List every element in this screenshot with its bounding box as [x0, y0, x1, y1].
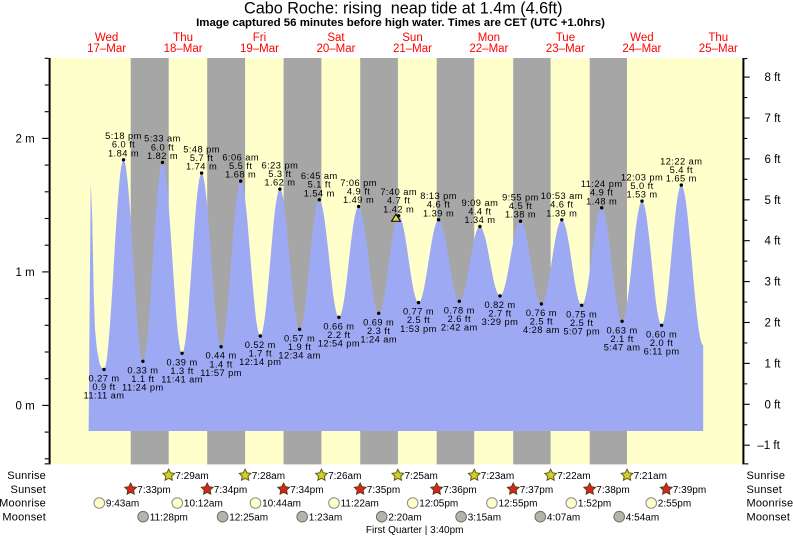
svg-text:2:42 am: 2:42 am — [441, 323, 478, 333]
svg-text:18–Mar: 18–Mar — [164, 43, 203, 55]
svg-text:7:34pm: 7:34pm — [290, 485, 323, 496]
svg-text:1:52pm: 1:52pm — [578, 499, 611, 510]
svg-text:10:12am: 10:12am — [184, 499, 223, 510]
svg-text:12:34 am: 12:34 am — [278, 351, 320, 361]
svg-text:7:26am: 7:26am — [328, 471, 361, 482]
svg-text:12:54 pm: 12:54 pm — [318, 339, 360, 349]
svg-text:1 ft: 1 ft — [765, 358, 782, 370]
svg-text:4:54am: 4:54am — [626, 512, 659, 523]
svg-text:7:28am: 7:28am — [252, 471, 285, 482]
svg-text:–1 ft: –1 ft — [757, 440, 780, 452]
svg-text:0 m: 0 m — [16, 400, 35, 412]
svg-text:Moonrise: Moonrise — [0, 498, 46, 510]
svg-text:12:14 pm: 12:14 pm — [239, 357, 281, 367]
svg-text:4 ft: 4 ft — [765, 236, 782, 248]
svg-text:1.38 m: 1.38 m — [505, 210, 536, 220]
svg-text:2 ft: 2 ft — [765, 318, 782, 330]
svg-text:2:20am: 2:20am — [388, 512, 421, 523]
svg-text:9:43am: 9:43am — [106, 499, 139, 510]
svg-text:7:33pm: 7:33pm — [137, 485, 170, 496]
svg-text:1.68 m: 1.68 m — [225, 170, 256, 180]
svg-text:Moonset: Moonset — [747, 511, 791, 523]
svg-text:5:47 am: 5:47 am — [604, 343, 641, 353]
svg-text:1.39 m: 1.39 m — [423, 208, 454, 218]
svg-text:1.39 m: 1.39 m — [546, 208, 577, 218]
svg-text:3:15am: 3:15am — [468, 512, 501, 523]
svg-text:17–Mar: 17–Mar — [87, 43, 126, 55]
svg-text:7:25am: 7:25am — [405, 471, 438, 482]
svg-text:Sunset: Sunset — [747, 484, 782, 496]
svg-text:1.82 m: 1.82 m — [147, 151, 178, 161]
svg-text:1:24 am: 1:24 am — [360, 335, 397, 345]
svg-text:24–Mar: 24–Mar — [622, 43, 661, 55]
svg-text:19–Mar: 19–Mar — [240, 43, 279, 55]
svg-text:11:57 pm: 11:57 pm — [200, 368, 242, 378]
svg-text:4:07am: 4:07am — [547, 512, 580, 523]
svg-text:First Quarter | 3:40pm: First Quarter | 3:40pm — [366, 525, 464, 536]
svg-text:12:05pm: 12:05pm — [419, 499, 458, 510]
svg-text:22–Mar: 22–Mar — [469, 43, 508, 55]
svg-text:2:55pm: 2:55pm — [658, 499, 691, 510]
svg-text:7:36pm: 7:36pm — [443, 485, 476, 496]
svg-text:25–Mar: 25–Mar — [699, 43, 738, 55]
svg-text:1.34 m: 1.34 m — [464, 215, 495, 225]
svg-text:7:21am: 7:21am — [634, 471, 667, 482]
svg-text:1.84 m: 1.84 m — [108, 148, 139, 158]
svg-text:1.62 m: 1.62 m — [264, 178, 295, 188]
svg-text:8 ft: 8 ft — [765, 72, 782, 84]
svg-text:11:41 am: 11:41 am — [161, 375, 203, 385]
svg-text:12:55pm: 12:55pm — [499, 499, 538, 510]
svg-text:3:29 pm: 3:29 pm — [482, 317, 519, 327]
svg-text:1 m: 1 m — [16, 267, 35, 279]
svg-text:Cabo Roche: rising neap tide: Cabo Roche: rising neap tide at 1.4m (4.… — [244, 0, 563, 18]
svg-text:11:11 am: 11:11 am — [84, 391, 125, 401]
svg-text:7:22am: 7:22am — [557, 471, 590, 482]
svg-text:7 ft: 7 ft — [765, 113, 782, 125]
svg-text:2 m: 2 m — [16, 133, 35, 145]
svg-text:4:28 am: 4:28 am — [523, 325, 560, 335]
svg-text:7:38pm: 7:38pm — [596, 485, 629, 496]
svg-text:5:07 pm: 5:07 pm — [563, 327, 600, 337]
svg-text:7:34pm: 7:34pm — [214, 485, 247, 496]
svg-text:23–Mar: 23–Mar — [546, 43, 585, 55]
svg-text:Sunrise: Sunrise — [747, 470, 786, 482]
svg-text:Moonset: Moonset — [2, 511, 46, 523]
svg-text:7:29am: 7:29am — [175, 471, 208, 482]
svg-text:6 ft: 6 ft — [765, 154, 782, 166]
svg-text:1.54 m: 1.54 m — [304, 188, 335, 198]
svg-text:Image captured 56 minutes befo: Image captured 56 minutes before high wa… — [196, 17, 605, 29]
svg-text:1.65 m: 1.65 m — [666, 174, 697, 184]
svg-text:1.53 m: 1.53 m — [626, 190, 657, 200]
svg-text:7:23am: 7:23am — [481, 471, 514, 482]
svg-text:11:24 pm: 11:24 pm — [122, 383, 164, 393]
svg-text:Moonrise: Moonrise — [747, 498, 793, 510]
svg-text:11:22am: 11:22am — [341, 499, 379, 510]
svg-text:Sunrise: Sunrise — [7, 470, 46, 482]
svg-text:20–Mar: 20–Mar — [317, 43, 356, 55]
svg-text:1.49 m: 1.49 m — [343, 195, 374, 205]
svg-text:1.42 m: 1.42 m — [383, 204, 414, 214]
svg-text:0 ft: 0 ft — [765, 399, 782, 411]
svg-text:12:25am: 12:25am — [229, 512, 268, 523]
svg-text:11:28pm: 11:28pm — [150, 512, 188, 523]
svg-text:1.74 m: 1.74 m — [186, 162, 217, 172]
svg-text:21–Mar: 21–Mar — [393, 43, 432, 55]
svg-text:1:23am: 1:23am — [309, 512, 342, 523]
svg-text:7:37pm: 7:37pm — [520, 485, 553, 496]
svg-text:6:11 pm: 6:11 pm — [644, 347, 680, 357]
svg-text:7:39pm: 7:39pm — [673, 485, 706, 496]
svg-text:5 ft: 5 ft — [765, 195, 782, 207]
svg-text:7:35pm: 7:35pm — [367, 485, 400, 496]
svg-text:Sunset: Sunset — [11, 484, 46, 496]
svg-text:3 ft: 3 ft — [765, 277, 782, 289]
svg-text:1:53 pm: 1:53 pm — [400, 324, 437, 334]
svg-text:1.48 m: 1.48 m — [586, 196, 617, 206]
svg-text:10:44am: 10:44am — [262, 499, 301, 510]
